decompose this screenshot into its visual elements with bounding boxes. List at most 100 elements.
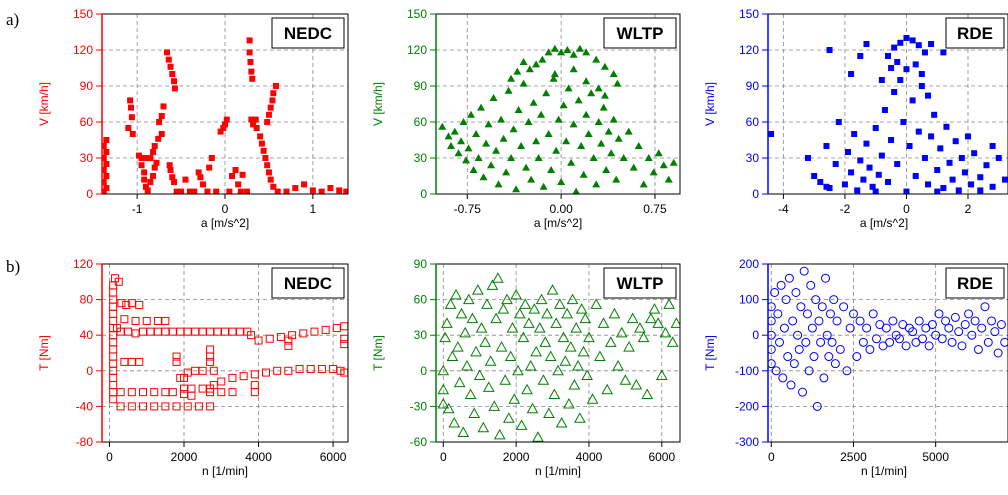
- data-point: [949, 176, 956, 183]
- data-point: [1001, 176, 1008, 183]
- chart-title: WLTP: [617, 274, 664, 293]
- data-point: [842, 366, 852, 376]
- data-point: [538, 55, 547, 63]
- data-point: [109, 345, 118, 354]
- data-point: [264, 162, 271, 169]
- data-point: [504, 86, 513, 94]
- data-point: [437, 383, 450, 395]
- data-point: [524, 360, 537, 371]
- data-point: [934, 309, 944, 319]
- data-point: [499, 134, 508, 142]
- data-point: [557, 178, 566, 185]
- data-point: [517, 142, 526, 149]
- data-point: [437, 397, 450, 409]
- data-point: [151, 164, 158, 171]
- data-point: [958, 155, 965, 161]
- data-point: [455, 307, 468, 319]
- data-point: [964, 309, 974, 319]
- data-point: [567, 158, 576, 166]
- data-point: [835, 119, 842, 125]
- data-point: [161, 327, 170, 336]
- data-point: [649, 168, 658, 176]
- data-point: [442, 402, 455, 414]
- data-point: [187, 391, 196, 400]
- data-point: [317, 365, 326, 374]
- data-point: [575, 44, 584, 52]
- data-point: [171, 85, 178, 92]
- data-point: [918, 83, 925, 89]
- data-points: [768, 266, 1008, 411]
- data-point: [515, 419, 528, 430]
- data-point: [589, 154, 598, 161]
- data-point: [125, 125, 132, 131]
- data-point: [253, 125, 260, 131]
- data-point: [614, 134, 623, 142]
- data-point: [489, 94, 498, 101]
- data-points: [102, 37, 348, 194]
- y-tick-label: 60: [746, 115, 760, 129]
- data-point: [858, 337, 868, 347]
- data-point: [310, 327, 319, 336]
- data-point: [568, 379, 581, 390]
- data-point: [332, 324, 341, 333]
- data-point: [235, 327, 244, 336]
- data-point: [135, 300, 144, 309]
- data-point: [604, 336, 617, 347]
- data-point: [1000, 337, 1008, 347]
- data-point: [983, 337, 993, 347]
- data-point: [827, 337, 837, 347]
- data-point: [845, 149, 851, 155]
- data-point: [915, 128, 922, 135]
- data-point: [292, 185, 299, 191]
- data-point: [206, 345, 215, 354]
- data-point: [564, 341, 577, 352]
- data-point: [299, 329, 308, 338]
- data-point: [865, 344, 875, 354]
- data-point: [897, 77, 904, 83]
- data-point: [587, 89, 596, 97]
- data-point: [918, 334, 928, 344]
- data-point: [788, 316, 798, 326]
- data-point: [990, 327, 1000, 337]
- data-point: [848, 309, 858, 319]
- data-point: [513, 67, 522, 75]
- data-point: [655, 369, 668, 381]
- y-tick-label: 120: [73, 257, 93, 271]
- data-point: [191, 188, 198, 194]
- data-point: [575, 303, 588, 314]
- data-point: [180, 373, 188, 382]
- data-point: [153, 316, 162, 325]
- data-point: [502, 412, 515, 423]
- data-point: [582, 77, 591, 85]
- data-point: [229, 173, 236, 179]
- data-point: [630, 379, 643, 390]
- data-point: [139, 402, 147, 411]
- data-point: [488, 400, 501, 411]
- data-point: [615, 326, 628, 338]
- data-point: [965, 133, 971, 140]
- data-point: [854, 187, 861, 194]
- data-point: [971, 150, 978, 157]
- data-point: [194, 402, 203, 411]
- data-point: [952, 138, 959, 145]
- data-point: [532, 431, 544, 442]
- x-tick-label: 0: [106, 450, 113, 464]
- data-point: [533, 322, 546, 333]
- data-point: [557, 331, 570, 343]
- data-point: [513, 307, 526, 319]
- data-point: [461, 360, 473, 371]
- data-point: [494, 180, 503, 188]
- data-point: [295, 365, 304, 374]
- x-tick-label: 2500: [840, 450, 867, 464]
- data-point: [127, 104, 134, 111]
- data-point: [955, 187, 962, 194]
- data-point: [934, 167, 941, 173]
- data-point: [597, 317, 610, 328]
- data-point: [239, 372, 248, 381]
- data-point: [968, 181, 975, 188]
- data-point: [659, 161, 668, 169]
- data-point: [977, 174, 984, 181]
- data-point: [539, 182, 548, 190]
- data-point: [232, 167, 239, 173]
